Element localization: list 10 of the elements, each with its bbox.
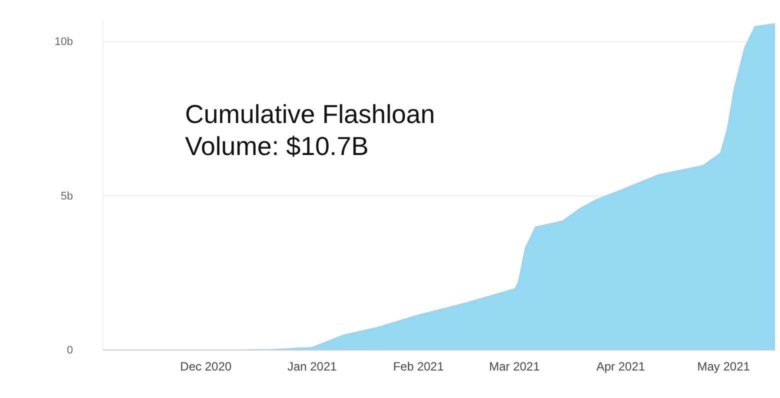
y-tick-label: 0 (66, 344, 73, 357)
x-tick-label: May 2021 (697, 360, 750, 374)
y-tick-label: 10b (54, 36, 73, 48)
x-tick-label: Dec 2020 (180, 360, 232, 374)
x-tick-label: Apr 2021 (596, 360, 646, 374)
text: Cumulative Flashloan Volume: $10.7B (185, 99, 436, 161)
x-tick-label: Jan 2021 (287, 360, 338, 374)
y-tick-label: 5b (60, 190, 73, 202)
x-tick-label: Feb 2021 (393, 360, 444, 374)
x-tick-label: Mar 2021 (489, 360, 540, 374)
